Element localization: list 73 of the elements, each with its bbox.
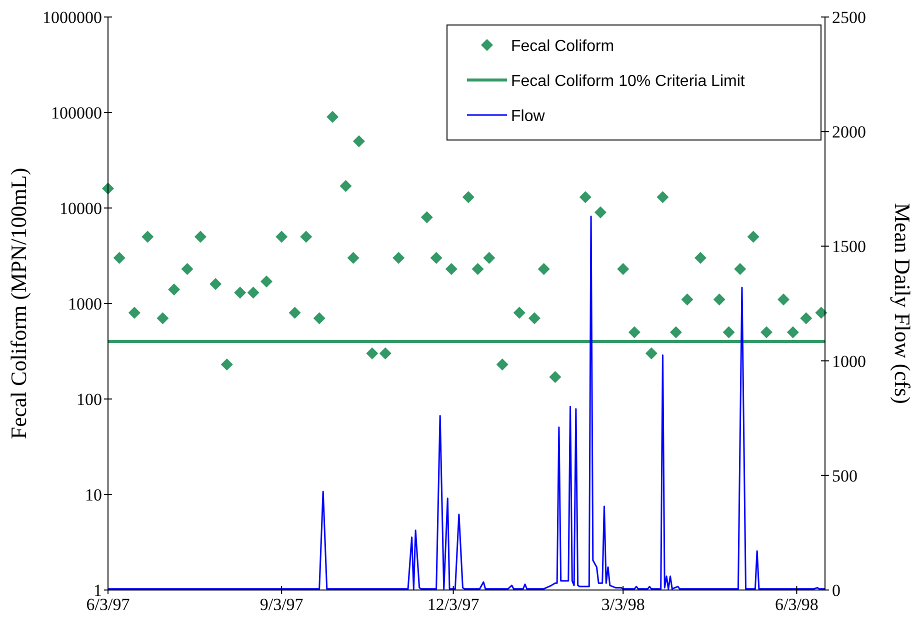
point (156, 312, 169, 324)
point (528, 312, 540, 324)
y-tick-label: 10 (85, 486, 102, 504)
y2-tick-label: 1000 (832, 352, 866, 371)
y-tick-label: 1000000 (42, 8, 102, 27)
point (747, 230, 760, 243)
point (181, 262, 194, 275)
point (815, 306, 828, 319)
point (628, 326, 640, 338)
x-tick-label: 9/3/97 (260, 595, 304, 614)
point (722, 326, 735, 338)
point (276, 230, 288, 243)
y2-tick-label: 0 (832, 581, 840, 600)
point (288, 306, 301, 319)
point (340, 180, 352, 192)
point (645, 347, 658, 360)
point (445, 262, 458, 275)
point (713, 294, 726, 306)
point (194, 230, 206, 243)
point (210, 278, 222, 290)
point (168, 284, 180, 296)
legend-label: Fecal Coliform 10% Criteria Limit (511, 73, 746, 90)
point (483, 252, 496, 264)
x-tick-label: 6/3/98 (774, 595, 818, 614)
point (430, 252, 442, 264)
y2-tick-label: 1500 (832, 237, 866, 256)
point (760, 326, 773, 338)
point (800, 312, 812, 324)
point (220, 358, 233, 370)
point (347, 252, 360, 264)
y-tick-label: 100 (76, 390, 102, 409)
point (681, 294, 694, 306)
y-tick-label: 10000 (60, 199, 102, 218)
point (379, 347, 392, 360)
x-tick-label: 12/3/97 (427, 595, 480, 614)
point (366, 347, 378, 360)
point (128, 306, 140, 319)
point (513, 306, 526, 319)
legend-label: Flow (511, 108, 546, 125)
point (300, 230, 312, 243)
point (313, 312, 326, 324)
x-tick-label: 3/3/98 (601, 595, 645, 614)
point (694, 252, 706, 264)
point (617, 262, 630, 275)
point (392, 252, 405, 264)
point (594, 206, 606, 218)
y-axis-title: Fecal Coliform (MPN/100mL) (6, 168, 31, 440)
point (420, 211, 433, 224)
point (326, 110, 339, 123)
y-tick-label: 1000 (68, 294, 102, 314)
point (670, 326, 682, 338)
point (113, 252, 126, 264)
point (260, 275, 272, 288)
point (656, 191, 669, 204)
point (777, 294, 790, 306)
y2-tick-label: 2000 (832, 122, 866, 142)
point (247, 286, 260, 299)
point (142, 230, 154, 243)
point (472, 262, 484, 275)
point (786, 326, 799, 338)
legend-label: Fecal Coliform (511, 38, 614, 55)
point (462, 191, 474, 204)
y2-tick-label: 2500 (832, 8, 866, 27)
point (538, 262, 550, 275)
point (579, 191, 592, 204)
point (734, 262, 746, 275)
y2-axis-title: Mean Daily Flow (cfs) (890, 202, 915, 404)
point (352, 135, 365, 148)
point (549, 370, 562, 383)
y2-tick-label: 500 (832, 466, 858, 486)
y-tick-label: 100000 (51, 104, 102, 122)
point (234, 286, 246, 299)
point (496, 358, 508, 370)
